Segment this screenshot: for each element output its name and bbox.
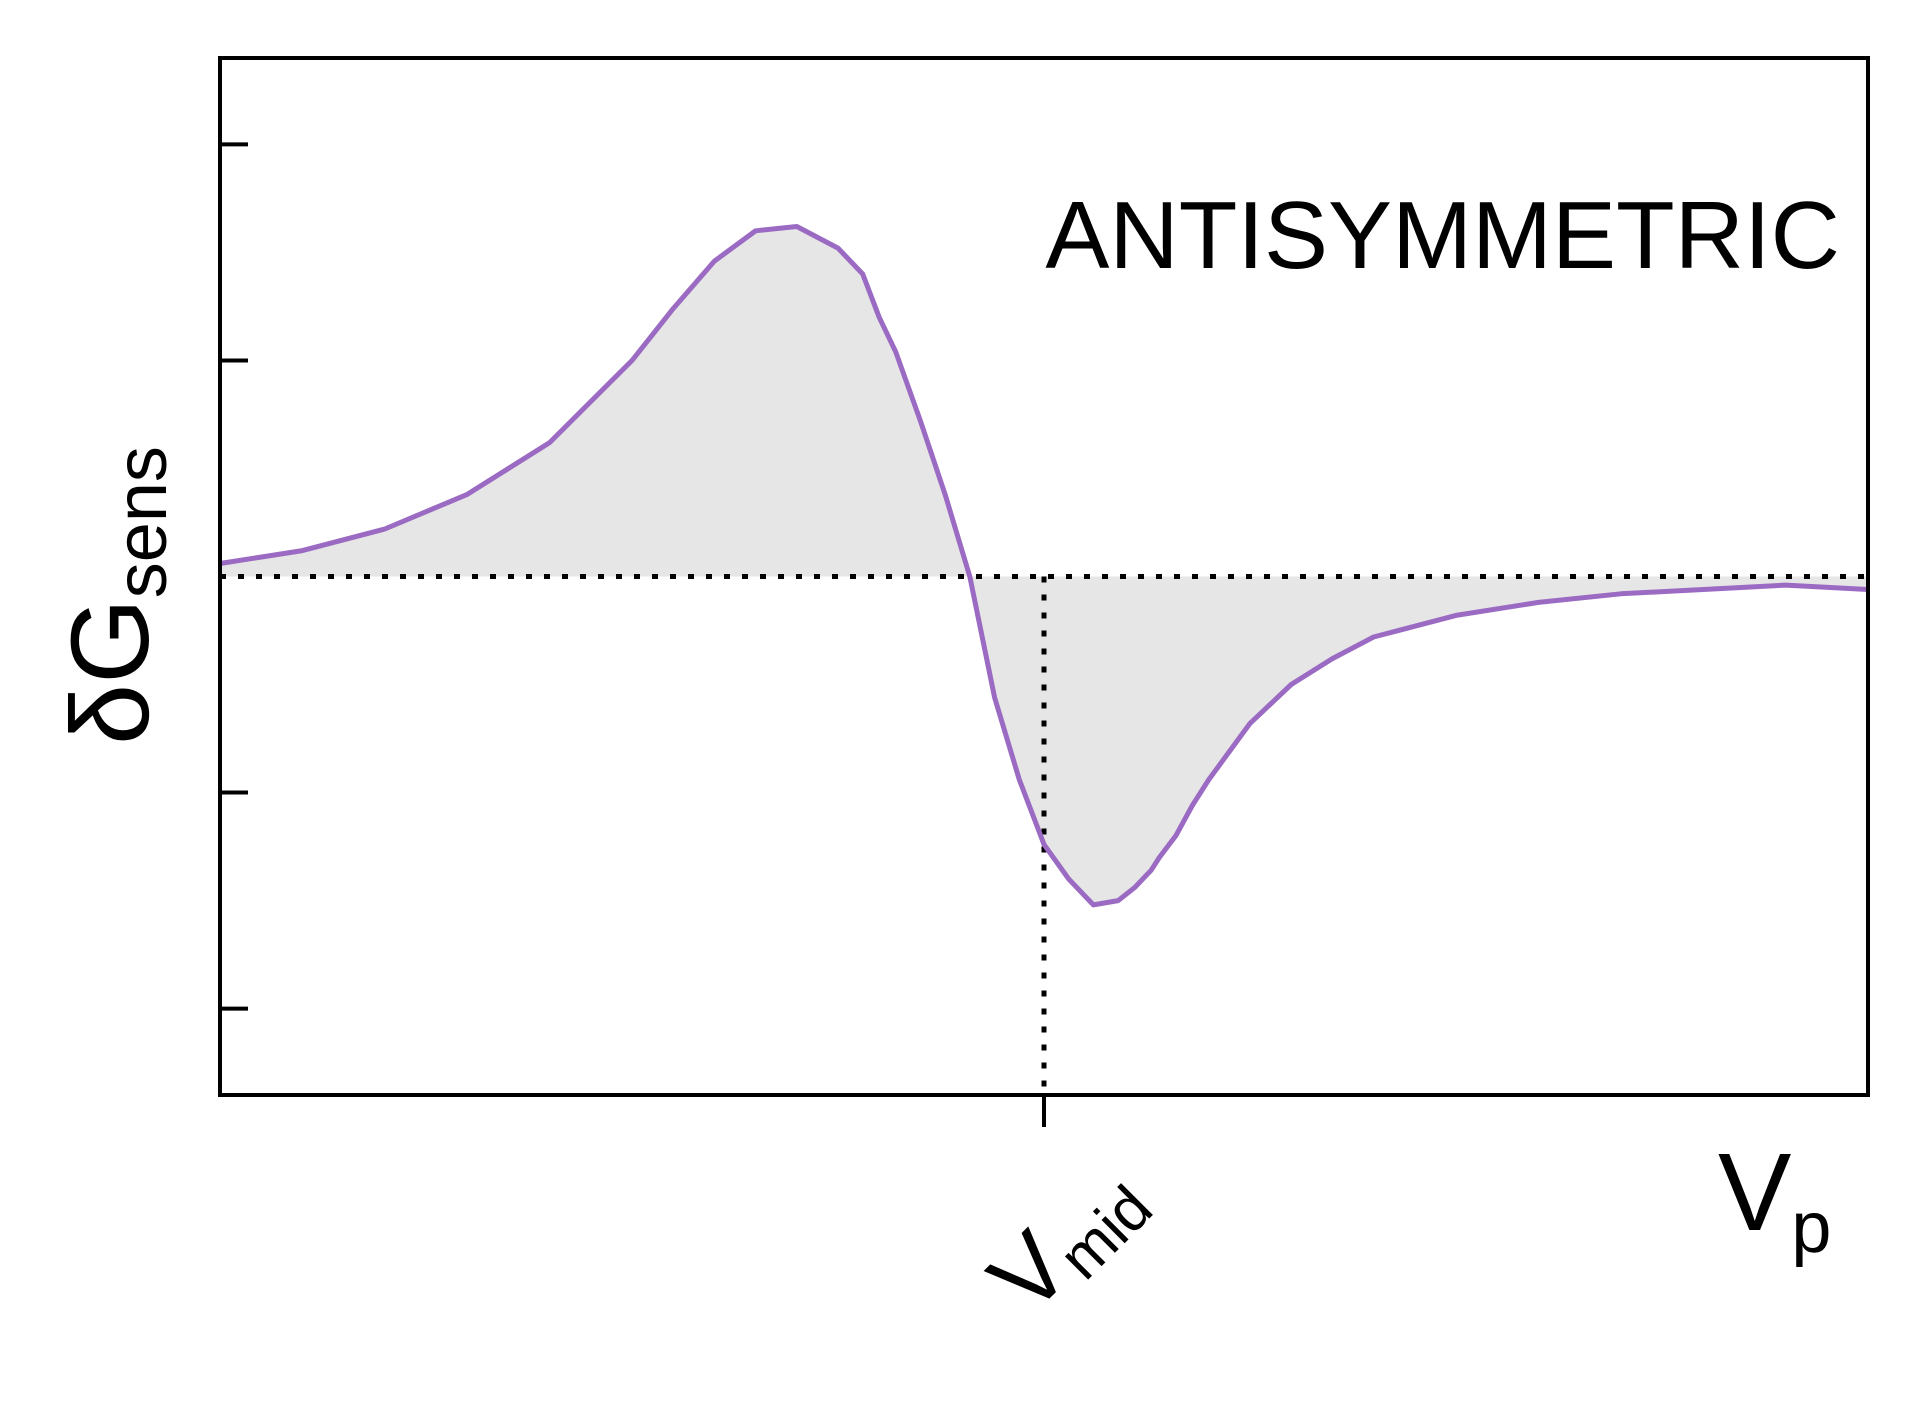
y-axis-label: δGsens bbox=[49, 446, 182, 745]
svg-text:Vmid: Vmid bbox=[969, 1141, 1166, 1338]
reference-lines-layer bbox=[220, 574, 1868, 1095]
series-line-layer bbox=[219, 224, 1869, 908]
x-axis-label-main: V bbox=[1718, 1131, 1791, 1254]
area-fill-layer bbox=[220, 226, 1868, 905]
area-fill bbox=[220, 226, 1868, 905]
axes-layer bbox=[218, 56, 1870, 1127]
x-axis-label: Vp bbox=[1718, 1131, 1831, 1268]
x-axis-label-sub: p bbox=[1791, 1188, 1831, 1268]
series-line bbox=[219, 224, 1869, 908]
y-axis-label-sub: sens bbox=[102, 446, 182, 598]
svg-text:Vp: Vp bbox=[1718, 1131, 1831, 1268]
x-tick-label-vmid: Vmid bbox=[969, 1141, 1166, 1338]
y-axis-label-main: δG bbox=[49, 598, 172, 745]
chart-annotation: ANTISYMMETRIC bbox=[1045, 182, 1840, 289]
svg-text:δGsens: δGsens bbox=[49, 446, 182, 745]
